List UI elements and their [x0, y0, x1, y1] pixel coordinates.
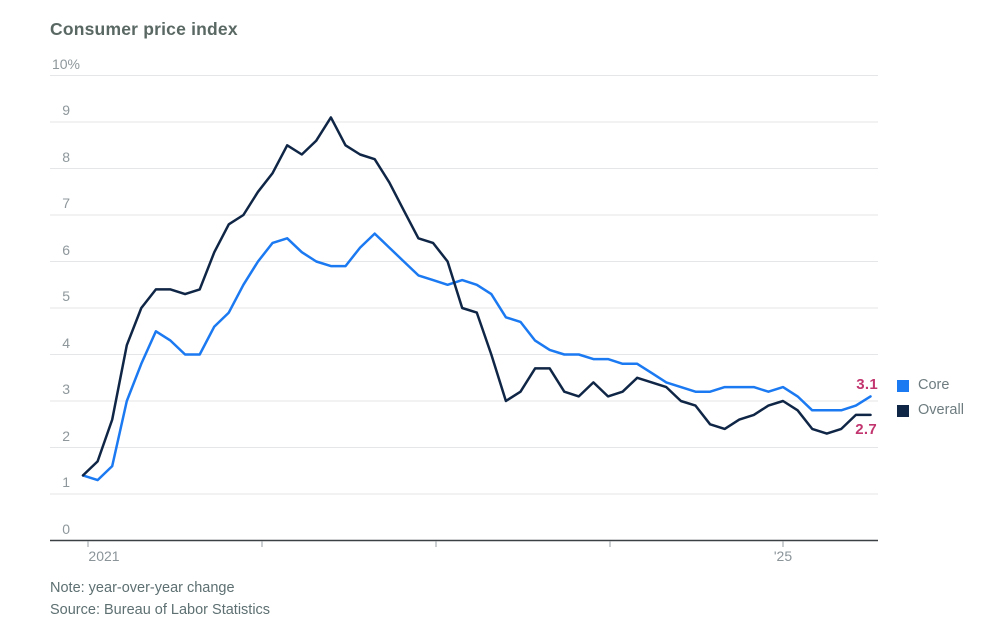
x-tick-label-25: '25 — [773, 548, 793, 564]
y-tick-label: 6 — [62, 241, 70, 258]
chart-footnotes: Note: year-over-year change Source: Bure… — [50, 577, 270, 621]
overall-line — [81, 116, 872, 477]
y-tick-label: 8 — [62, 148, 70, 165]
note-text: Note: year-over-year change — [50, 580, 235, 596]
y-tick-label: 7 — [62, 195, 70, 211]
legend: Core Overall — [897, 377, 964, 429]
legend-item-overall: Overall — [897, 402, 964, 418]
y-tick-label: 1 — [62, 474, 70, 490]
y-tick-label: 10% — [51, 55, 80, 72]
legend-label-core: Core — [918, 377, 950, 393]
y-tick-label: 9 — [62, 102, 70, 118]
legend-item-core: Core — [897, 377, 964, 393]
y-tick-label: 3 — [62, 381, 70, 397]
y-tick-label: 4 — [62, 334, 70, 351]
core-end-value-label: 3.1 — [856, 376, 878, 393]
chart-title: Consumer price index — [50, 19, 238, 39]
overall-end-value-label: 2.7 — [855, 421, 877, 438]
legend-label-overall: Overall — [918, 402, 964, 418]
y-tick-label: 2 — [62, 427, 70, 444]
core-swatch-icon — [897, 379, 909, 392]
source-text: Source: Bureau of Labor Statistics — [50, 602, 271, 618]
x-tick-label-2021: 2021 — [88, 548, 120, 564]
y-tick-label: 0 — [62, 520, 70, 537]
overall-swatch-icon — [897, 404, 909, 417]
core-line — [81, 232, 872, 482]
y-tick-label: 5 — [62, 288, 70, 304]
